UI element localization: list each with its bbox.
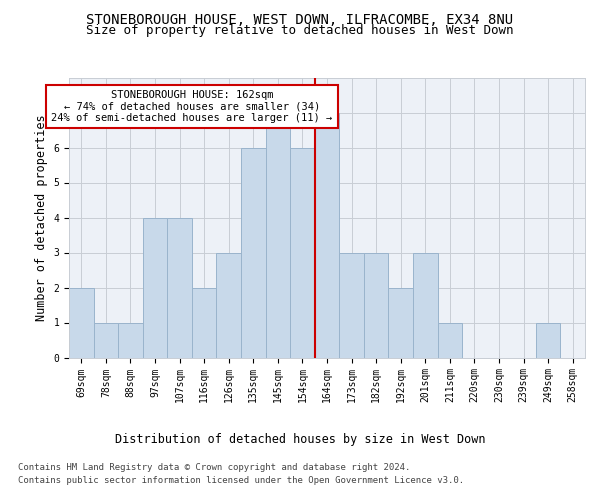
Text: Contains public sector information licensed under the Open Government Licence v3: Contains public sector information licen… — [18, 476, 464, 485]
Bar — [143, 218, 167, 358]
Bar — [192, 288, 217, 358]
Text: Distribution of detached houses by size in West Down: Distribution of detached houses by size … — [115, 432, 485, 446]
Bar — [388, 288, 413, 358]
Bar — [167, 218, 192, 358]
Bar — [118, 322, 143, 358]
Y-axis label: Number of detached properties: Number of detached properties — [35, 114, 48, 321]
Bar — [315, 112, 339, 358]
Text: STONEBOROUGH HOUSE, WEST DOWN, ILFRACOMBE, EX34 8NU: STONEBOROUGH HOUSE, WEST DOWN, ILFRACOMB… — [86, 12, 514, 26]
Bar — [217, 252, 241, 358]
Bar — [339, 252, 364, 358]
Bar — [290, 148, 315, 358]
Text: STONEBOROUGH HOUSE: 162sqm
← 74% of detached houses are smaller (34)
24% of semi: STONEBOROUGH HOUSE: 162sqm ← 74% of deta… — [51, 90, 332, 123]
Bar — [536, 322, 560, 358]
Bar — [241, 148, 266, 358]
Bar — [94, 322, 118, 358]
Bar — [413, 252, 437, 358]
Bar — [437, 322, 462, 358]
Text: Size of property relative to detached houses in West Down: Size of property relative to detached ho… — [86, 24, 514, 37]
Text: Contains HM Land Registry data © Crown copyright and database right 2024.: Contains HM Land Registry data © Crown c… — [18, 464, 410, 472]
Bar — [69, 288, 94, 358]
Bar — [364, 252, 388, 358]
Bar — [266, 112, 290, 358]
